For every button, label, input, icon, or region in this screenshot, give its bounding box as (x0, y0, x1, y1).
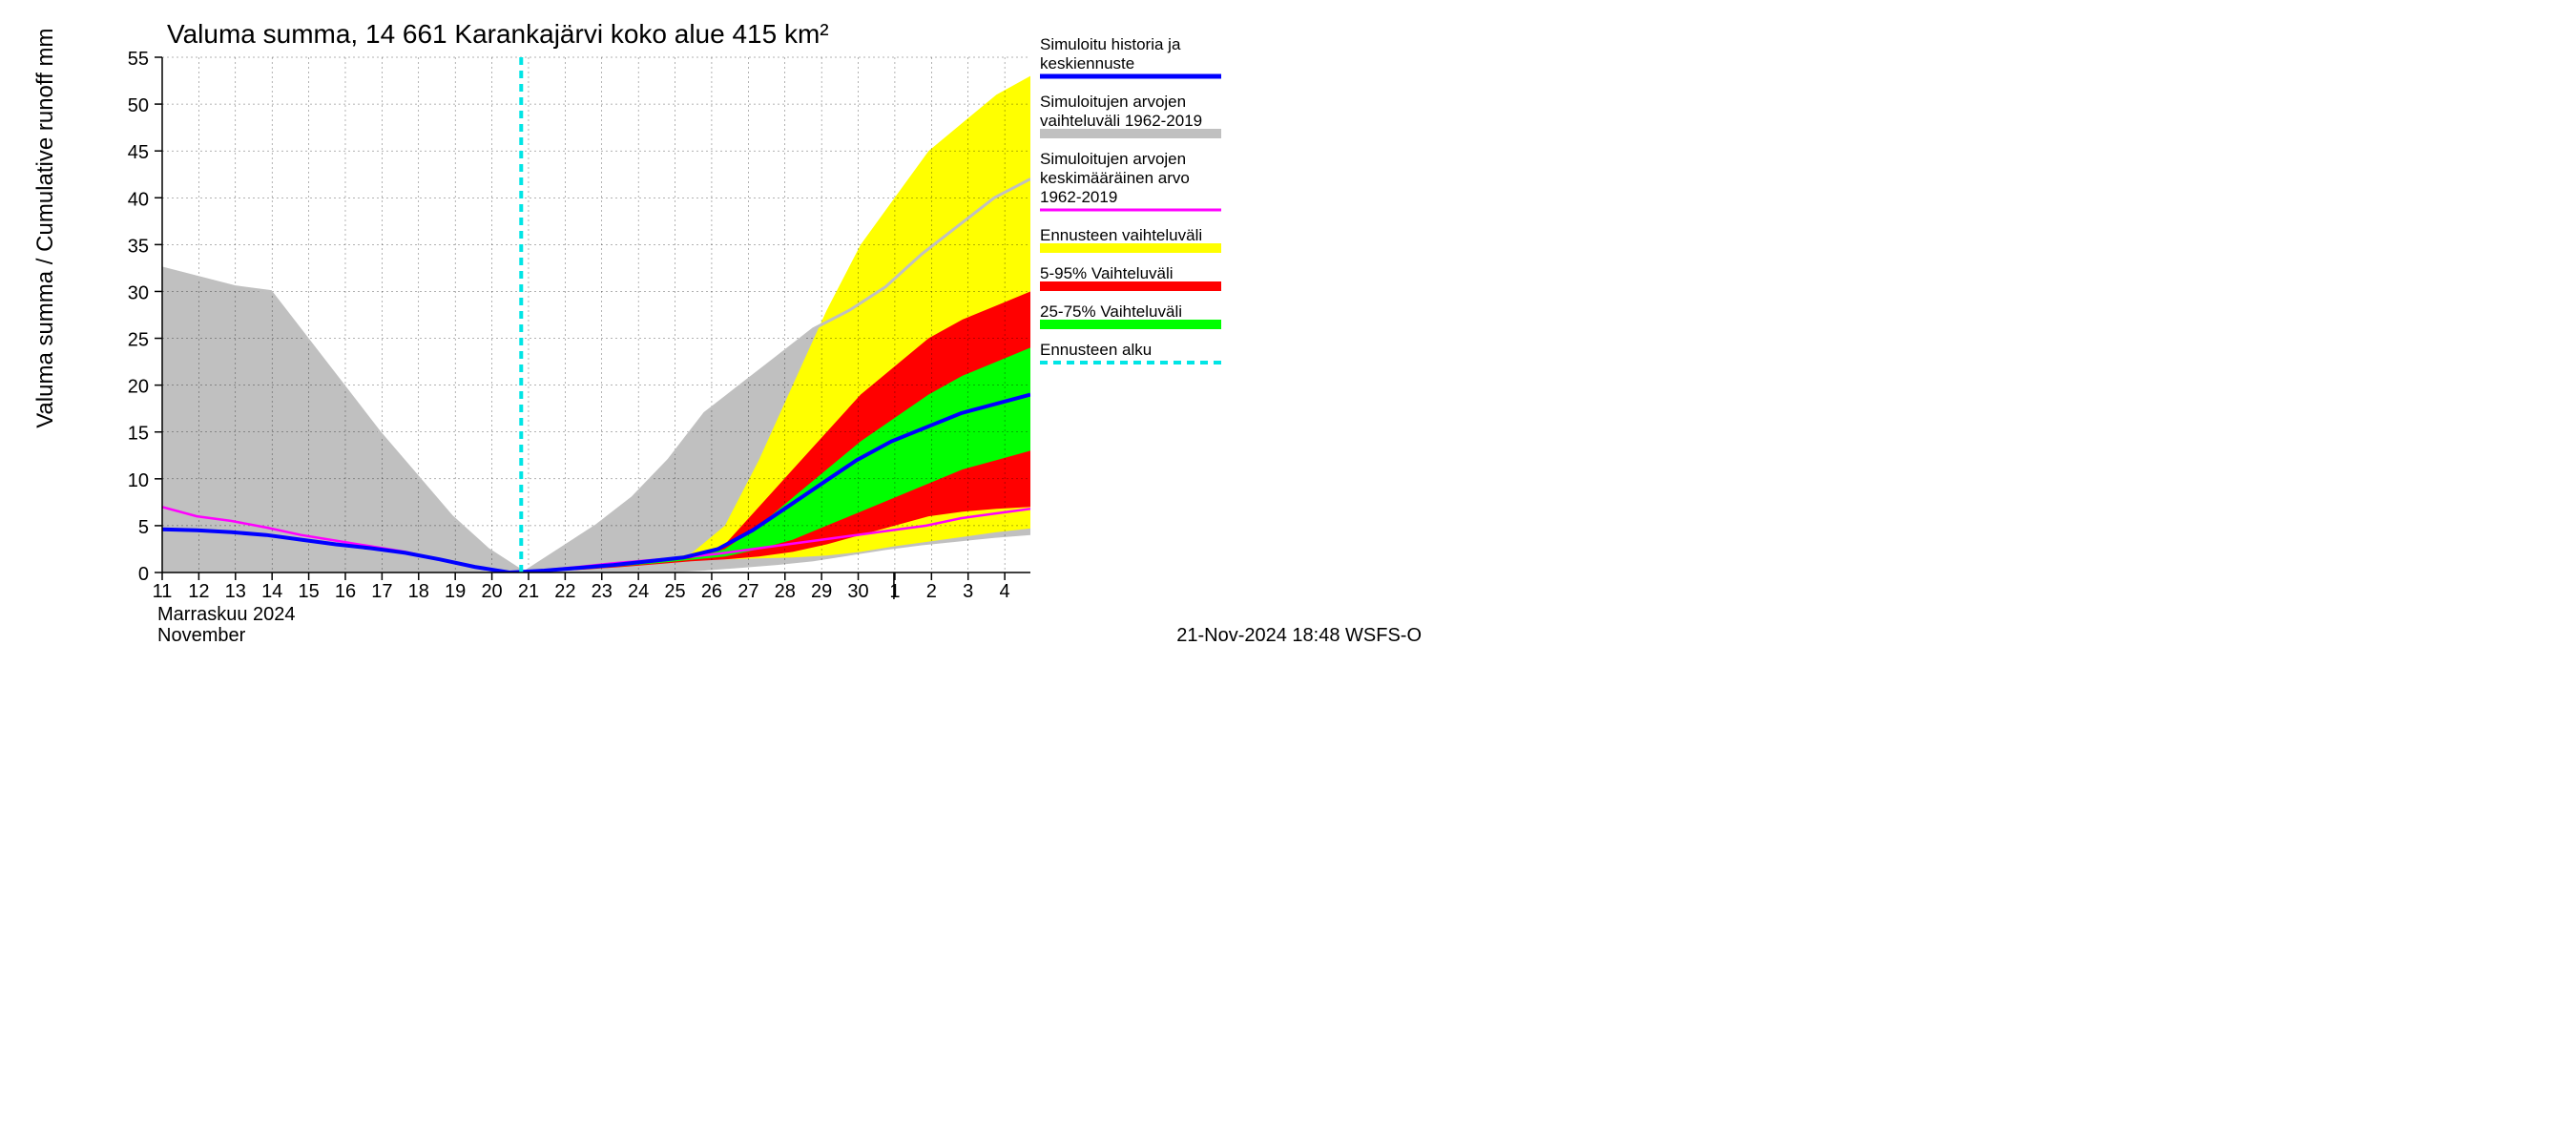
chart-container: 0510152025303540455055111213141516171819… (0, 0, 1431, 649)
x-tick-label: 13 (225, 581, 246, 602)
y-tick-label: 0 (138, 564, 149, 585)
x-month-en: November (157, 625, 246, 646)
x-tick-label: 22 (554, 581, 575, 602)
x-tick-label: 28 (775, 581, 796, 602)
x-tick-label: 30 (847, 581, 868, 602)
x-tick-label: 2 (926, 581, 937, 602)
legend-item: 5-95% Vaihteluväli (1040, 264, 1221, 286)
x-tick-label: 25 (664, 581, 685, 602)
legend-label: Simuloitujen arvojen (1040, 150, 1186, 168)
chart-title: Valuma summa, 14 661 Karankajärvi koko a… (167, 19, 829, 49)
x-tick-label: 27 (737, 581, 758, 602)
legend-item: Ennusteen vaihteluväli (1040, 226, 1221, 248)
legend-label: 25-75% Vaihteluväli (1040, 302, 1182, 321)
x-tick-label: 24 (628, 581, 649, 602)
legend-label: Simuloitu historia ja (1040, 35, 1181, 53)
x-tick-label: 11 (153, 581, 173, 602)
legend-label: Simuloitujen arvojen (1040, 93, 1186, 111)
x-tick-label: 16 (335, 581, 356, 602)
x-tick-label: 23 (592, 581, 613, 602)
x-month-fi: Marraskuu 2024 (157, 604, 296, 625)
y-tick-label: 10 (128, 470, 149, 491)
chart-svg: 0510152025303540455055111213141516171819… (0, 0, 1431, 649)
legend-label: 5-95% Vaihteluväli (1040, 264, 1174, 282)
x-tick-label: 29 (811, 581, 832, 602)
x-tick-label: 18 (408, 581, 429, 602)
legend-label: 1962-2019 (1040, 188, 1117, 206)
legend-label: Ennusteen alku (1040, 341, 1152, 359)
legend-item: Ennusteen alku (1040, 341, 1221, 363)
legend-item: Simuloitujen arvojenkeskimääräinen arvo … (1040, 150, 1221, 210)
x-tick-label: 20 (481, 581, 502, 602)
y-tick-label: 15 (128, 424, 149, 445)
x-tick-label: 3 (963, 581, 973, 602)
legend-label: keskiennuste (1040, 54, 1134, 73)
y-tick-label: 30 (128, 282, 149, 303)
legend-label: Ennusteen vaihteluväli (1040, 226, 1202, 244)
legend-item: Simuloitujen arvojenvaihteluväli 1962-20… (1040, 93, 1221, 134)
legend-label: vaihteluväli 1962-2019 (1040, 112, 1202, 130)
y-tick-label: 35 (128, 236, 149, 257)
x-tick-label: 1 (889, 581, 900, 602)
x-tick-label: 4 (1000, 581, 1010, 602)
legend-label: keskimääräinen arvo (1040, 169, 1190, 187)
footer-timestamp: 21-Nov-2024 18:48 WSFS-O (1176, 625, 1422, 646)
y-tick-label: 50 (128, 95, 149, 116)
x-tick-label: 12 (188, 581, 209, 602)
x-tick-label: 15 (298, 581, 319, 602)
x-tick-label: 14 (261, 581, 282, 602)
y-axis-label: Valuma summa / Cumulative runoff mm (32, 29, 58, 428)
x-tick-label: 17 (371, 581, 392, 602)
y-tick-label: 25 (128, 330, 149, 351)
x-tick-label: 26 (701, 581, 722, 602)
x-tick-label: 19 (445, 581, 466, 602)
y-tick-label: 5 (138, 517, 149, 538)
x-tick-label: 21 (518, 581, 539, 602)
legend-item: 25-75% Vaihteluväli (1040, 302, 1221, 324)
y-tick-label: 20 (128, 377, 149, 398)
y-tick-label: 40 (128, 189, 149, 210)
legend-item: Simuloitu historia jakeskiennuste (1040, 35, 1221, 76)
y-tick-label: 45 (128, 142, 149, 163)
y-tick-label: 55 (128, 49, 149, 70)
